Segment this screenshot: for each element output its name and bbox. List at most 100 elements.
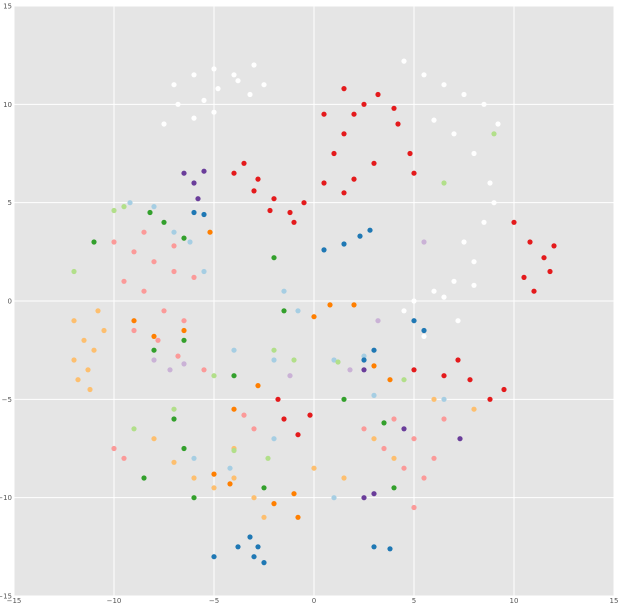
data-point: [155, 337, 161, 343]
data-point: [171, 243, 177, 249]
data-point: [391, 455, 397, 461]
data-point: [95, 308, 101, 314]
data-point: [141, 229, 147, 235]
data-point: [131, 249, 137, 255]
data-point: [111, 239, 117, 245]
data-point: [211, 66, 217, 72]
data-point: [361, 367, 367, 373]
data-point: [131, 318, 137, 324]
data-point: [255, 544, 261, 550]
data-point: [401, 308, 407, 314]
data-point: [91, 239, 97, 245]
data-point: [391, 105, 397, 111]
y-tick-label: −15: [0, 593, 12, 601]
data-point: [111, 207, 117, 214]
data-point: [201, 168, 207, 174]
data-point: [131, 426, 137, 432]
data-point: [201, 97, 207, 103]
data-point: [441, 294, 447, 300]
x-tick-label: 0: [312, 597, 316, 605]
x-tick-label: −10: [107, 597, 122, 605]
data-point: [161, 219, 167, 225]
data-point: [335, 359, 341, 365]
data-point: [311, 314, 317, 320]
data-point: [171, 229, 177, 235]
data-point: [231, 72, 237, 78]
data-point: [357, 233, 363, 239]
data-point: [347, 367, 353, 373]
data-point: [181, 170, 187, 176]
data-point: [331, 150, 337, 157]
data-point: [251, 554, 257, 560]
data-point: [151, 333, 157, 339]
data-point: [281, 308, 287, 314]
data-point: [271, 196, 277, 202]
data-point: [371, 347, 377, 353]
data-point: [251, 188, 257, 194]
data-point: [381, 420, 387, 426]
data-point: [271, 501, 277, 507]
data-point: [231, 347, 237, 353]
data-point: [321, 247, 327, 253]
data-point: [547, 268, 553, 275]
data-point: [101, 327, 107, 334]
data-point: [171, 406, 177, 412]
data-point: [367, 227, 373, 233]
data-point: [327, 302, 333, 308]
data-point: [407, 150, 413, 157]
data-point: [467, 377, 473, 383]
data-point: [151, 347, 157, 353]
data-point: [471, 282, 477, 288]
y-tick-label: 15: [3, 3, 12, 11]
data-point: [191, 180, 197, 186]
data-point: [275, 396, 281, 402]
data-point: [421, 327, 427, 334]
data-point: [151, 204, 157, 210]
data-point: [195, 196, 201, 202]
data-point: [351, 111, 357, 117]
data-point: [227, 465, 233, 471]
data-point: [171, 416, 177, 422]
data-points: [71, 58, 557, 566]
data-point: [151, 357, 157, 363]
data-point: [371, 436, 377, 442]
data-point: [261, 560, 267, 566]
data-point: [215, 86, 221, 92]
data-point: [191, 209, 197, 216]
data-point: [231, 475, 237, 481]
data-point: [361, 495, 367, 501]
data-point: [287, 209, 293, 216]
data-point: [481, 219, 487, 225]
data-point: [371, 491, 377, 497]
data-point: [71, 357, 77, 363]
data-point: [121, 455, 127, 461]
data-point: [287, 373, 293, 379]
data-point: [341, 190, 347, 196]
data-point: [271, 357, 277, 363]
data-point: [271, 436, 277, 442]
data-point: [211, 471, 217, 477]
data-point: [235, 544, 241, 550]
data-point: [391, 416, 397, 422]
data-point: [231, 447, 237, 454]
data-point: [75, 377, 81, 383]
data-point: [295, 432, 301, 438]
data-point: [291, 219, 297, 225]
data-point: [201, 268, 207, 275]
data-point: [411, 367, 417, 373]
data-point: [241, 160, 247, 166]
data-point: [361, 101, 367, 107]
data-point: [181, 318, 187, 324]
data-point: [261, 514, 267, 520]
data-point: [391, 485, 397, 491]
data-point: [421, 72, 427, 78]
data-point: [311, 465, 317, 471]
data-point: [85, 367, 91, 373]
data-point: [421, 333, 427, 339]
data-point: [457, 436, 463, 442]
data-point: [501, 386, 507, 393]
data-point: [247, 534, 253, 540]
data-point: [487, 396, 493, 402]
data-point: [261, 485, 267, 491]
data-point: [191, 475, 197, 481]
